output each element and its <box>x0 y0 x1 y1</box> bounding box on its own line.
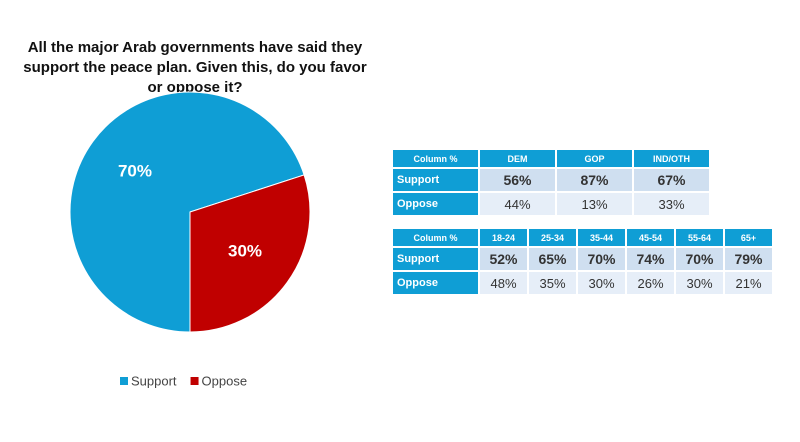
pie-slice <box>189 174 311 333</box>
table-cell: 44% <box>480 193 555 215</box>
legend-label: Oppose <box>202 373 248 388</box>
table-cell: 52% <box>480 248 527 270</box>
data-label: 70% <box>118 162 152 181</box>
header-cell: 55-64 <box>676 229 723 246</box>
pie-slice <box>69 91 305 333</box>
header-cell: 65+ <box>725 229 772 246</box>
table-cell: 30% <box>578 272 625 294</box>
chart-title: All the major Arab governments have said… <box>23 39 367 96</box>
table-row: Oppose 44% 13% 33% <box>393 193 709 215</box>
header-cell: 25-34 <box>529 229 576 246</box>
header-cell: GOP <box>557 150 632 167</box>
legend-swatch <box>120 377 128 385</box>
table-cell: 30% <box>676 272 723 294</box>
row-label: Oppose <box>393 272 478 294</box>
header-cell: Column % <box>393 229 478 246</box>
table-cell: 48% <box>480 272 527 294</box>
legend-label: Support <box>131 373 177 388</box>
table-cell: 21% <box>725 272 772 294</box>
header-row: Column % DEM GOP IND/OTH <box>393 150 709 167</box>
table-row: Support 56% 87% 67% <box>393 169 709 191</box>
table-cell: 65% <box>529 248 576 270</box>
row-label: Support <box>393 169 478 191</box>
table: Column % 18-24 25-34 35-44 45-54 55-64 65+ Supp… <box>391 227 774 296</box>
legend-swatch <box>190 377 199 385</box>
table-cell: 74% <box>627 248 674 270</box>
table-cell: 70% <box>578 248 625 270</box>
header-cell: 45-54 <box>627 229 674 246</box>
table-cell: 70% <box>676 248 723 270</box>
table-row: Oppose 48% 35% 30% 26% 30% 21% <box>393 272 772 294</box>
data-label: 30% <box>228 241 262 260</box>
table-cell: 79% <box>725 248 772 270</box>
table: Column % DEM GOP IND/OTH Support 56% 87% 67% Opp… <box>391 148 711 217</box>
table-cell: 13% <box>557 193 632 215</box>
header-cell: IND/OTH <box>634 150 709 167</box>
header-cell: DEM <box>480 150 555 167</box>
table-row: Support 52% 65% 70% 74% 70% 79% <box>393 248 772 270</box>
header-cell: Column % <box>393 150 478 167</box>
header-cell: 18-24 <box>480 229 527 246</box>
table-cell: 35% <box>529 272 576 294</box>
table-cell: 26% <box>627 272 674 294</box>
table-cell: 33% <box>634 193 709 215</box>
row-label: Support <box>393 248 478 270</box>
row-label: Oppose <box>393 193 478 215</box>
header-cell: 35-44 <box>578 229 625 246</box>
table-cell: 87% <box>557 169 632 191</box>
header-row: Column % 18-24 25-34 35-44 45-54 55-64 65+ <box>393 229 772 246</box>
table-cell: 56% <box>480 169 555 191</box>
table-cell: 67% <box>634 169 709 191</box>
